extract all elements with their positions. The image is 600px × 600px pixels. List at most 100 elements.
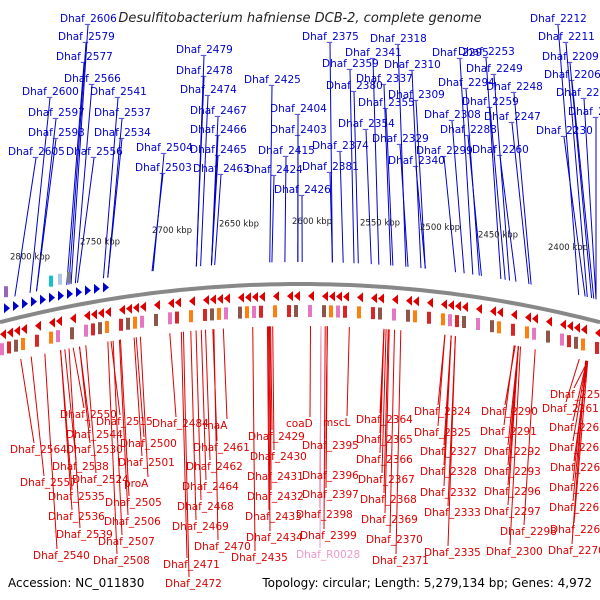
forward-gene-label[interactable]: Dhaf_2605 [8, 146, 65, 158]
forward-gene-label[interactable]: Dhaf_2425 [244, 74, 301, 86]
forward-gene-label[interactable]: Dhaf_2467 [190, 105, 247, 117]
forward-gene-label[interactable]: Dhaf_2466 [190, 124, 247, 136]
reverse-gene-label[interactable]: Dhaf_2327 [420, 446, 477, 458]
reverse-gene-label[interactable]: Dhaf_2538 [52, 461, 109, 473]
reverse-gene-label[interactable]: Dhaf_2536 [48, 511, 105, 523]
reverse-gene-label[interactable]: Dhaf_2397 [302, 489, 359, 501]
forward-gene-label[interactable]: Dhaf_2424 [246, 164, 303, 176]
reverse-gene-label[interactable]: Dhaf_2290 [481, 406, 538, 418]
reverse-gene-label[interactable]: Dhaf_2324 [414, 406, 471, 418]
forward-gene-label[interactable]: Dhaf_2415 [258, 145, 315, 157]
forward-gene-label[interactable]: Dhaf_2537 [94, 107, 151, 119]
forward-gene-label[interactable]: Dhaf_2205 [556, 87, 600, 99]
forward-gene-label[interactable]: Dhaf_2503 [135, 162, 192, 174]
reverse-gene-label[interactable]: Dhaf_2469 [172, 521, 229, 533]
reverse-gene-label[interactable]: Dhaf_2550 [60, 409, 117, 421]
reverse-gene-label[interactable]: Dhaf_2296 [484, 486, 541, 498]
reverse-gene-label[interactable]: Dhaf_2432 [247, 491, 304, 503]
forward-gene-label[interactable]: Dhaf_2308 [424, 109, 481, 121]
forward-gene-label[interactable]: Dhaf_2577 [56, 51, 113, 63]
reverse-gene-label[interactable]: Dhaf_2335 [424, 547, 481, 559]
forward-gene-label[interactable]: Dhaf_2249 [466, 63, 523, 75]
reverse-gene-label[interactable]: Dhaf_2332 [420, 487, 477, 499]
forward-gene-label[interactable]: Dhaf_2606 [60, 13, 117, 25]
forward-gene-label[interactable]: Dhaf_2248 [486, 81, 543, 93]
forward-gene-label[interactable]: Dhaf_2566 [64, 73, 121, 85]
reverse-gene-label[interactable]: Dhaf_2500 [120, 438, 177, 450]
reverse-gene-label[interactable]: Dhaf_2434 [246, 532, 303, 544]
reverse-gene-label[interactable]: proA [124, 478, 149, 490]
reverse-gene-label[interactable]: Dhaf_2515 [96, 416, 153, 428]
forward-gene-label[interactable]: Dhaf_2310 [384, 59, 441, 71]
forward-gene-label[interactable]: Dhaf_2211 [538, 31, 595, 43]
reverse-gene-label[interactable]: Dhaf_2333 [424, 507, 481, 519]
reverse-gene-label[interactable]: Dhaf_2564 [10, 444, 67, 456]
reverse-gene-label[interactable]: Dhaf_2508 [93, 555, 150, 567]
pseudo-gene-label[interactable]: Dhaf_R0028 [296, 549, 360, 561]
forward-gene-label[interactable]: Dhaf_2478 [176, 65, 233, 77]
reverse-gene-label[interactable]: Dhaf_2291 [480, 426, 537, 438]
forward-gene-label[interactable]: Dhaf_2541 [90, 86, 147, 98]
forward-gene-label[interactable]: Dhaf_2593 [28, 127, 85, 139]
forward-gene-label[interactable]: Dhaf_2426 [274, 184, 331, 196]
forward-gene-label[interactable]: Dhaf_2359 [322, 58, 379, 70]
reverse-gene-label[interactable]: Dhaf_2263 [549, 442, 600, 454]
forward-gene-label[interactable]: Dhaf_2597 [28, 107, 85, 119]
reverse-gene-label[interactable]: Dhaf_2293 [484, 466, 541, 478]
reverse-gene-label[interactable]: tnaA [203, 420, 228, 432]
reverse-gene-label[interactable]: Dhaf_2367 [358, 474, 415, 486]
forward-gene-label[interactable]: Dhaf_2288 [440, 124, 497, 136]
forward-gene-label[interactable]: Dhaf_2230 [536, 125, 593, 137]
forward-gene-label[interactable]: Dhaf_2403 [270, 124, 327, 136]
forward-gene-label[interactable]: Dhaf_2340 [388, 155, 445, 167]
forward-gene-label[interactable]: Dhaf_2341 [345, 47, 402, 59]
reverse-gene-label[interactable]: Dhaf_2535 [48, 491, 105, 503]
reverse-gene-label[interactable]: Dhaf_2429 [248, 431, 305, 443]
reverse-gene-label[interactable]: Dhaf_2300 [486, 546, 543, 558]
forward-gene-label[interactable]: Dhaf_2299 [416, 145, 473, 157]
reverse-gene-label[interactable]: Dhaf_2431 [247, 471, 304, 483]
reverse-gene-label[interactable]: Dhaf_2298 [500, 526, 557, 538]
forward-gene-label[interactable]: Dhaf_2463 [193, 163, 250, 175]
forward-gene-label[interactable]: Dhaf_2600 [22, 86, 79, 98]
reverse-gene-label[interactable]: Dhaf_2462 [186, 461, 243, 473]
reverse-gene-label[interactable]: Dhaf_2370 [366, 534, 423, 546]
forward-gene-label[interactable]: Dhaf_2212 [530, 13, 587, 25]
reverse-gene-label[interactable]: Dhaf_2366 [356, 454, 413, 466]
forward-gene-label[interactable]: Dhaf_2295 [432, 47, 489, 59]
reverse-gene-label[interactable]: Dhaf_2368 [360, 494, 417, 506]
reverse-gene-label[interactable]: Dhaf_2371 [372, 555, 429, 567]
forward-gene-label[interactable]: Dhaf_2579 [58, 31, 115, 43]
forward-gene-label[interactable]: Dhaf_2381 [302, 161, 359, 173]
forward-gene-label[interactable]: Dhaf_2259 [462, 96, 519, 108]
forward-gene-label[interactable]: Dhaf_2354 [338, 118, 395, 130]
reverse-gene-label[interactable]: Dhaf_2270 [548, 545, 600, 557]
forward-gene-label[interactable]: Dhaf_2294 [438, 77, 495, 89]
reverse-gene-label[interactable]: Dhaf_2364 [356, 414, 413, 426]
reverse-gene-label[interactable]: Dhaf_2470 [194, 541, 251, 553]
forward-gene-label[interactable]: Dhaf_2309 [388, 89, 445, 101]
forward-gene-label[interactable]: Dhaf_2479 [176, 44, 233, 56]
forward-gene-label[interactable]: Dhaf_2260 [472, 144, 529, 156]
reverse-gene-label[interactable]: Dhaf_2540 [33, 550, 90, 562]
forward-gene-label[interactable]: Dhaf_2380 [326, 80, 383, 92]
reverse-gene-label[interactable]: Dhaf_2468 [177, 501, 234, 513]
reverse-gene-label[interactable]: Dhaf_2396 [302, 470, 359, 482]
forward-gene-label[interactable]: Dhaf_2404 [270, 103, 327, 115]
reverse-gene-label[interactable]: Dhaf_2471 [163, 559, 220, 571]
reverse-gene-label[interactable]: Dhaf_2268 [550, 524, 600, 536]
reverse-gene-label[interactable]: Dhaf_2524 [72, 474, 129, 486]
reverse-gene-label[interactable]: Dhaf_2399 [300, 530, 357, 542]
reverse-gene-label[interactable]: Dhaf_2264 [550, 462, 600, 474]
reverse-gene-label[interactable]: Dhaf_2506 [104, 516, 161, 528]
reverse-gene-label[interactable]: Dhaf_2261 [542, 403, 599, 415]
reverse-gene-label[interactable]: Dhaf_2430 [250, 451, 307, 463]
reverse-gene-label[interactable]: Dhaf_2557 [20, 477, 77, 489]
reverse-gene-label[interactable]: Dhaf_2265 [549, 482, 600, 494]
reverse-gene-label[interactable]: Dhaf_2297 [484, 506, 541, 518]
reverse-gene-label[interactable]: Dhaf_2369 [361, 514, 418, 526]
reverse-gene-label[interactable]: Dhaf_2325 [414, 427, 471, 439]
reverse-gene-label[interactable]: Dhaf_2472 [165, 578, 222, 590]
forward-gene-label[interactable]: Dhaf_2253 [458, 46, 515, 58]
forward-gene-label[interactable]: Dhaf_2375 [302, 31, 359, 43]
